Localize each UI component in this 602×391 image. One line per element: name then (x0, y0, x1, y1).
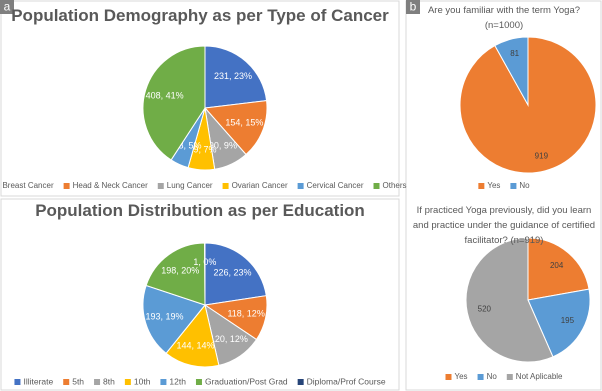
legend-swatch (124, 379, 131, 385)
legend-label: Not Aplicable (516, 372, 563, 381)
data-label: 48, 5% (174, 141, 202, 151)
legend-swatch (506, 374, 513, 380)
legend-label: Head & Neck Cancer (73, 181, 148, 190)
legend-label: Illiterate (23, 376, 53, 386)
data-label: 81 (510, 49, 519, 58)
data-label: 120, 12% (210, 334, 248, 344)
data-label: 520 (478, 304, 492, 313)
legend-label: 12th (169, 376, 186, 386)
legend-label: Lung Cancer (167, 181, 213, 190)
legend-label: Yes (455, 372, 468, 381)
data-label: 69, 7% (188, 144, 216, 154)
chart-title: Population Demography as per Type of Can… (11, 6, 389, 25)
pie-slice (142, 284, 206, 354)
panel-label-box (0, 0, 14, 14)
legend-swatch (445, 374, 452, 380)
panel-frame (405, 0, 602, 391)
data-label: 195 (561, 316, 575, 325)
pie-slice (165, 303, 220, 368)
chart-title: Are you familiar with the term Yoga? (n=… (427, 5, 581, 31)
data-label: 231, 23% (214, 71, 252, 81)
legend-swatch (63, 379, 70, 385)
data-label: 408, 41% (146, 90, 184, 100)
legend-swatch (373, 183, 380, 189)
pie-slice (527, 288, 591, 358)
pie-slice (204, 242, 267, 306)
legend-label: Diploma/Prof Course (307, 376, 386, 386)
data-label: 204 (550, 261, 564, 270)
data-label: 1, 0% (193, 257, 216, 267)
pie-slice (527, 237, 590, 301)
legend-swatch (157, 183, 164, 189)
legend-swatch (478, 183, 485, 189)
legend-swatch (297, 379, 304, 385)
panel-label: a (4, 0, 11, 14)
data-label: 118, 12% (227, 309, 264, 319)
pie-slice (203, 100, 268, 156)
data-label: 144, 14% (177, 340, 215, 350)
data-label: 90, 9% (209, 141, 237, 151)
legend-label: Ovarian Cancer (232, 181, 288, 190)
legend-label: No (487, 372, 498, 381)
panel-frame (0, 198, 400, 391)
legend-label: Yes (487, 181, 500, 190)
data-label: 198, 20% (161, 265, 199, 275)
data-label: 919 (535, 151, 549, 160)
legend-swatch (222, 183, 229, 189)
chart-title: Population Distribution as per Education (35, 201, 365, 220)
legend-swatch (297, 183, 304, 189)
pie-slice (204, 45, 268, 109)
legend-swatch (63, 183, 70, 189)
pie-slice (465, 237, 554, 363)
pie-slice (494, 36, 529, 107)
panel-label-box (406, 0, 420, 14)
pie-slice (142, 45, 206, 161)
legend-label: 5th (72, 376, 84, 386)
data-label: 154, 15% (225, 117, 263, 127)
legend-swatch (510, 183, 517, 189)
legend-label: 10th (134, 376, 151, 386)
legend-swatch (94, 379, 101, 385)
pie-slice (145, 242, 206, 306)
legend-swatch (160, 379, 167, 385)
legend-swatch (195, 379, 202, 385)
legend-label: Cervical Cancer (307, 181, 364, 190)
data-label: 193, 19% (146, 311, 184, 321)
panel-frame (0, 0, 400, 197)
legend-label: Breast Cancer (2, 181, 53, 190)
legend-swatch (14, 379, 21, 385)
legend-swatch (477, 374, 484, 380)
chart-title: If practiced Yoga previously, did you le… (412, 205, 596, 246)
legend-label: Others (383, 181, 407, 190)
panel-label: b (410, 0, 417, 14)
data-label: 226, 23% (213, 267, 251, 277)
legend-label: Graduation/Post Grad (205, 376, 288, 386)
legend-label: 8th (103, 376, 115, 386)
legend-label: No (519, 181, 530, 190)
